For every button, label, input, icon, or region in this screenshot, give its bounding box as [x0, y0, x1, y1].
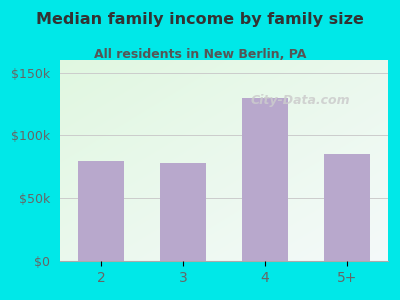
- Text: City-Data.com: City-Data.com: [250, 94, 350, 107]
- Text: All residents in New Berlin, PA: All residents in New Berlin, PA: [94, 48, 306, 61]
- Bar: [242, 98, 288, 261]
- Text: Median family income by family size: Median family income by family size: [36, 12, 364, 27]
- Bar: [160, 163, 206, 261]
- Bar: [324, 154, 370, 261]
- Bar: [78, 160, 124, 261]
